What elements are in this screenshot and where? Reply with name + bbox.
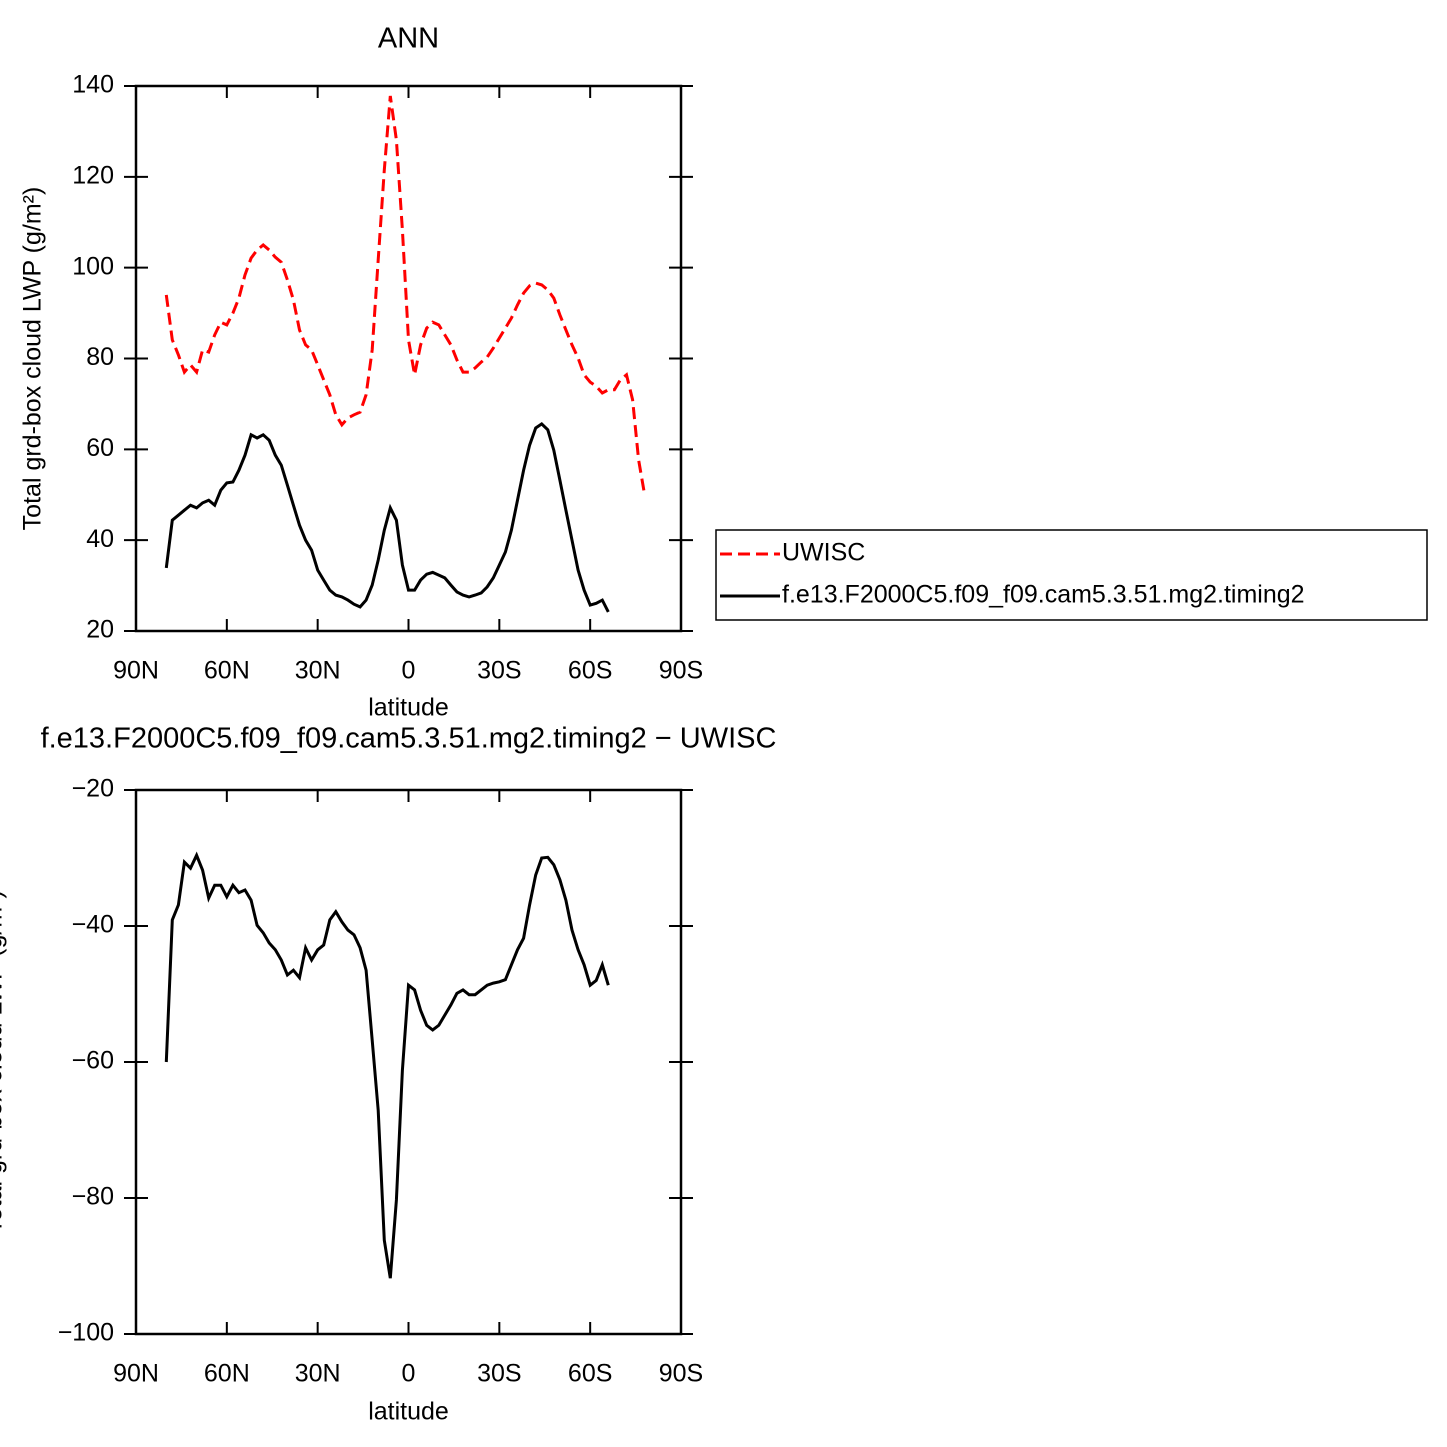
y-axis-label: Total grd-box cloud LWP (g/m²) bbox=[19, 187, 47, 531]
y-tick-label: 80 bbox=[86, 343, 114, 371]
plot-frame bbox=[134, 84, 683, 633]
x-tick-label: 30N bbox=[295, 1360, 341, 1388]
y-tick-label: 40 bbox=[86, 525, 114, 553]
x-axis-label: latitude bbox=[368, 1398, 449, 1426]
y-axis-label: Total grd-box cloud LWP (g/m²) bbox=[0, 890, 8, 1234]
y-tick-label: −20 bbox=[72, 775, 114, 803]
x-axis-label: latitude bbox=[368, 694, 449, 722]
x-tick-label: 90S bbox=[659, 1360, 703, 1388]
x-tick-label: 0 bbox=[402, 657, 416, 685]
x-tick-label: 60S bbox=[568, 1360, 612, 1388]
chart-title: f.e13.F2000C5.f09_f09.cam5.3.51.mg2.timi… bbox=[41, 723, 777, 755]
y-tick-label: 100 bbox=[72, 252, 114, 280]
data-line bbox=[164, 95, 647, 496]
data-line bbox=[164, 421, 610, 613]
x-tick-label: 30S bbox=[477, 657, 521, 685]
x-tick-label: 0 bbox=[402, 1360, 416, 1388]
x-tick-label: 30N bbox=[295, 657, 341, 685]
y-tick-label: 140 bbox=[72, 71, 114, 99]
y-tick-label: −80 bbox=[72, 1183, 114, 1211]
x-tick-label: 90N bbox=[113, 657, 159, 685]
y-tick-label: −60 bbox=[72, 1047, 114, 1075]
y-tick-label: 20 bbox=[86, 616, 114, 644]
x-tick-label: 90S bbox=[659, 657, 703, 685]
y-tick-label: −100 bbox=[58, 1319, 114, 1347]
chart-title: ANN bbox=[378, 23, 439, 55]
y-tick-label: −40 bbox=[72, 911, 114, 939]
x-tick-label: 60N bbox=[204, 657, 250, 685]
y-tick-label: 120 bbox=[72, 161, 114, 189]
plot-frame bbox=[134, 788, 683, 1336]
legend-label: UWISC bbox=[782, 539, 865, 567]
y-tick-label: 60 bbox=[86, 434, 114, 462]
x-tick-label: 60S bbox=[568, 657, 612, 685]
legend-label: f.e13.F2000C5.f09_f09.cam5.3.51.mg2.timi… bbox=[782, 581, 1305, 609]
data-line bbox=[164, 851, 610, 1279]
legend-box bbox=[715, 529, 1428, 621]
x-tick-label: 60N bbox=[204, 1360, 250, 1388]
x-tick-label: 90N bbox=[113, 1360, 159, 1388]
x-tick-label: 30S bbox=[477, 1360, 521, 1388]
